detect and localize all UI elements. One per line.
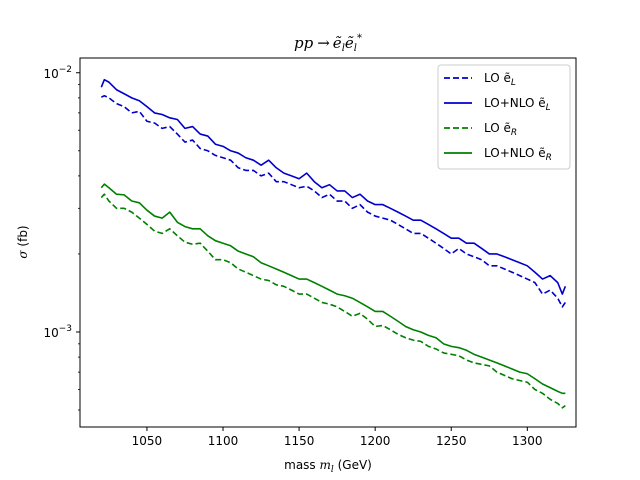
chart-title: pp → ẽlẽl* [294,33,362,54]
y-axis-title: σ (fb) [16,225,30,258]
x-tick-label: 1050 [132,434,163,448]
x-tick-label: 1100 [208,434,239,448]
x-tick-label: 1150 [284,434,315,448]
x-tick-label: 1300 [512,434,543,448]
x-tick-label: 1200 [360,434,391,448]
x-tick-label: 1250 [436,434,467,448]
